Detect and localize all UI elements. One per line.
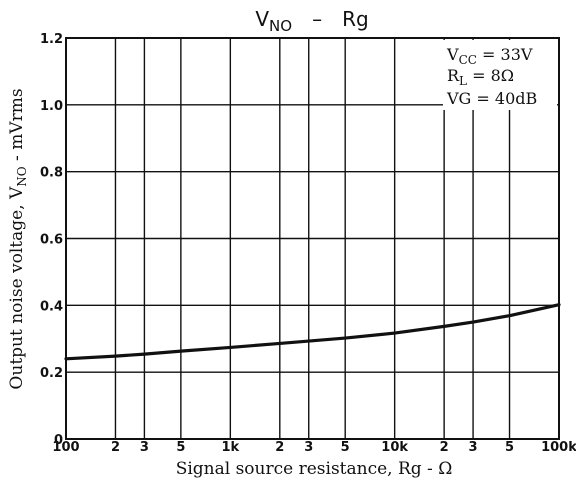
y-tick-label: 1.2	[40, 32, 63, 47]
condition-rl-post: = 8Ω	[467, 66, 514, 85]
condition-vcc: VCC = 33V	[446, 45, 533, 67]
title-main: V	[255, 7, 269, 31]
chart-title: VNO – Rg	[255, 7, 368, 35]
x-tick-label: 10k	[381, 440, 408, 455]
x-tick-label: 5	[176, 440, 185, 455]
condition-vcc-sub: CC	[459, 53, 477, 67]
x-tick-label: 5	[341, 440, 350, 455]
condition-rl-pre: R	[447, 66, 460, 85]
x-tick-labels: 100 2 3 5 1k 2 3 5 10k 2 3 5 100k	[52, 440, 576, 455]
y-axis-label-post: - mVrms	[7, 88, 27, 166]
y-tick-label: 0.2	[40, 366, 63, 381]
condition-vcc-pre: V	[446, 45, 459, 64]
curve-layer	[64, 303, 561, 361]
condition-vcc-post: = 33V	[477, 45, 533, 64]
y-axis-label: Output noise voltage, VNO - mVrms	[7, 88, 29, 389]
title-sep: –	[312, 7, 322, 31]
condition-vg: VG = 40dB	[446, 89, 537, 108]
title-sub: NO	[269, 17, 292, 35]
x-tick-label: 3	[304, 440, 313, 455]
x-tick-label: 100k	[541, 440, 576, 455]
x-axis-label: Signal source resistance, Rg - Ω	[176, 459, 453, 479]
y-tick-label: 0.4	[40, 299, 63, 314]
noise-voltage-curve	[64, 303, 561, 361]
y-tick-label: 0.8	[40, 166, 63, 181]
title-rest: Rg	[342, 7, 369, 31]
x-tick-label: 3	[469, 440, 478, 455]
conditions-box-bg	[443, 40, 557, 110]
x-tick-label: 5	[505, 440, 514, 455]
y-tick-label: 0.6	[40, 233, 63, 248]
x-tick-label: 3	[140, 440, 149, 455]
condition-rl-sub: L	[459, 74, 467, 88]
plot-frame	[65, 37, 560, 440]
x-tick-label: 2	[111, 440, 120, 455]
x-tick-label: 2	[440, 440, 449, 455]
y-tick-labels: 0 0.2 0.4 0.6 0.8 1.0 1.2	[40, 32, 63, 448]
y-axis-label-sub: NO	[15, 166, 29, 187]
y-tick-label: 0	[54, 433, 63, 448]
x-tick-label: 2	[275, 440, 284, 455]
x-tick-label: 1k	[221, 440, 239, 455]
condition-vg-text: VG = 40dB	[446, 89, 537, 108]
y-tick-label: 1.0	[40, 99, 63, 114]
condition-rl: RL = 8Ω	[447, 66, 514, 88]
x-tick-label: 100	[52, 440, 79, 455]
y-axis-label-pre: Output noise voltage, V	[7, 186, 27, 390]
